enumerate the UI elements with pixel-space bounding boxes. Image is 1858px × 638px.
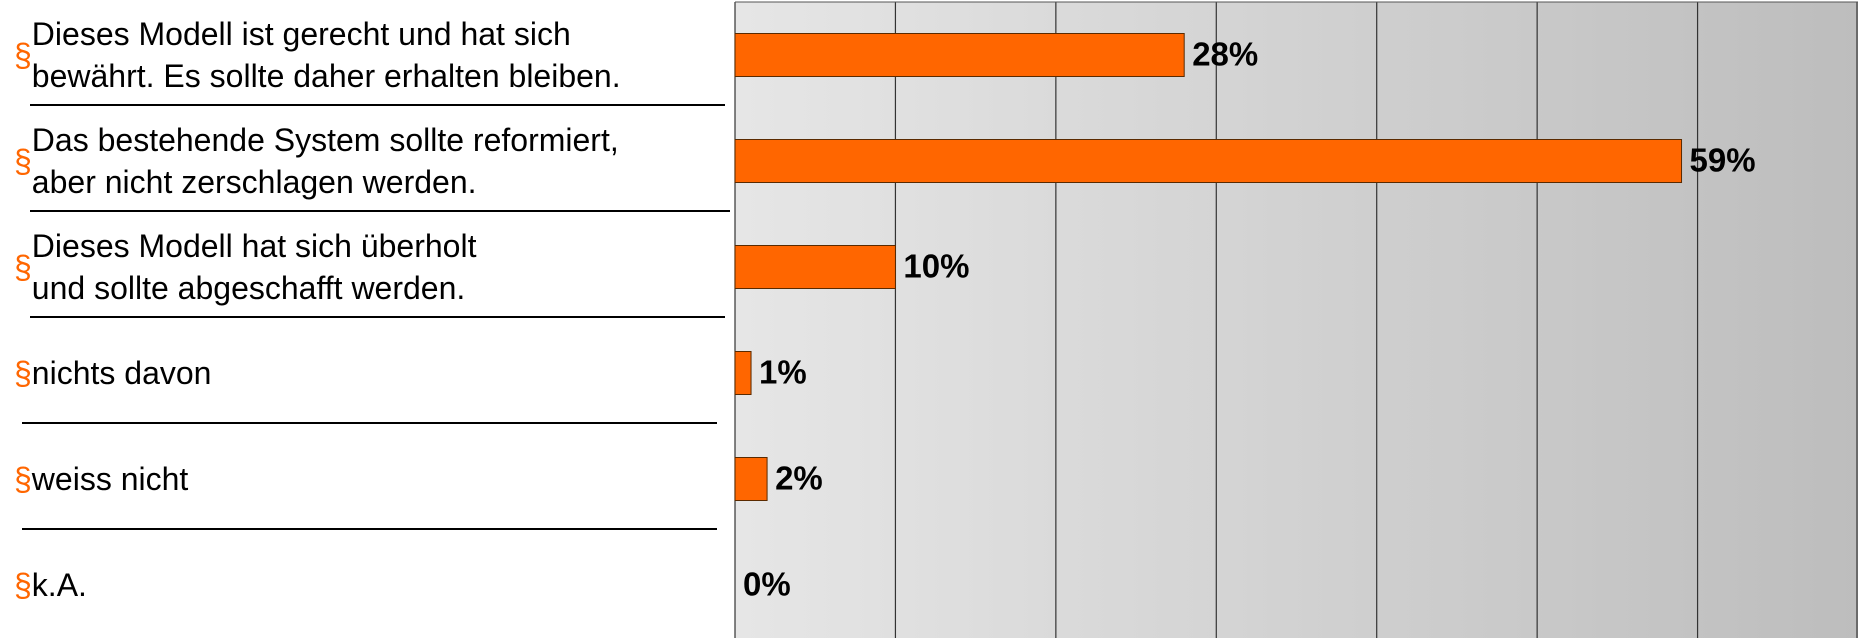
bar [734, 245, 896, 289]
category-text: k.A. [31, 567, 87, 603]
value-label: 10% [903, 248, 969, 285]
bullet: § [14, 249, 32, 285]
category-text: Das bestehende System sollte reformiert,… [31, 122, 619, 200]
separator [30, 210, 730, 212]
value-label: 0% [743, 566, 791, 603]
category-label: § Das bestehende System sollte reformiert… [14, 108, 734, 214]
bar [734, 139, 1683, 183]
category-text: Dieses Modell ist gerecht und hat sich b… [31, 16, 621, 94]
category-text: weiss nicht [31, 461, 189, 497]
bar [734, 351, 752, 395]
category-label: § k.A. [14, 532, 734, 638]
bullet: § [14, 355, 32, 391]
value-label: 2% [775, 460, 823, 497]
separator [22, 422, 717, 424]
separator [22, 528, 717, 530]
separator [30, 104, 725, 106]
separator [30, 316, 725, 318]
value-label: 28% [1192, 36, 1258, 73]
bullet: § [14, 37, 32, 73]
plot-background [735, 2, 1858, 638]
category-label: § weiss nicht [14, 426, 734, 532]
bullet: § [14, 461, 32, 497]
category-label: § Dieses Modell hat sich überholt und sol… [14, 214, 734, 320]
category-label: § nichts davon [14, 320, 734, 426]
value-label: 59% [1690, 142, 1756, 179]
bar [734, 457, 768, 501]
bar [734, 33, 1185, 77]
category-label: § Dieses Modell ist gerecht und hat sich … [14, 2, 734, 108]
bullet: § [14, 143, 32, 179]
category-text: nichts davon [31, 355, 212, 391]
category-text: Dieses Modell hat sich überholt und soll… [31, 228, 477, 306]
value-label: 1% [759, 354, 807, 391]
bullet: § [14, 567, 32, 603]
